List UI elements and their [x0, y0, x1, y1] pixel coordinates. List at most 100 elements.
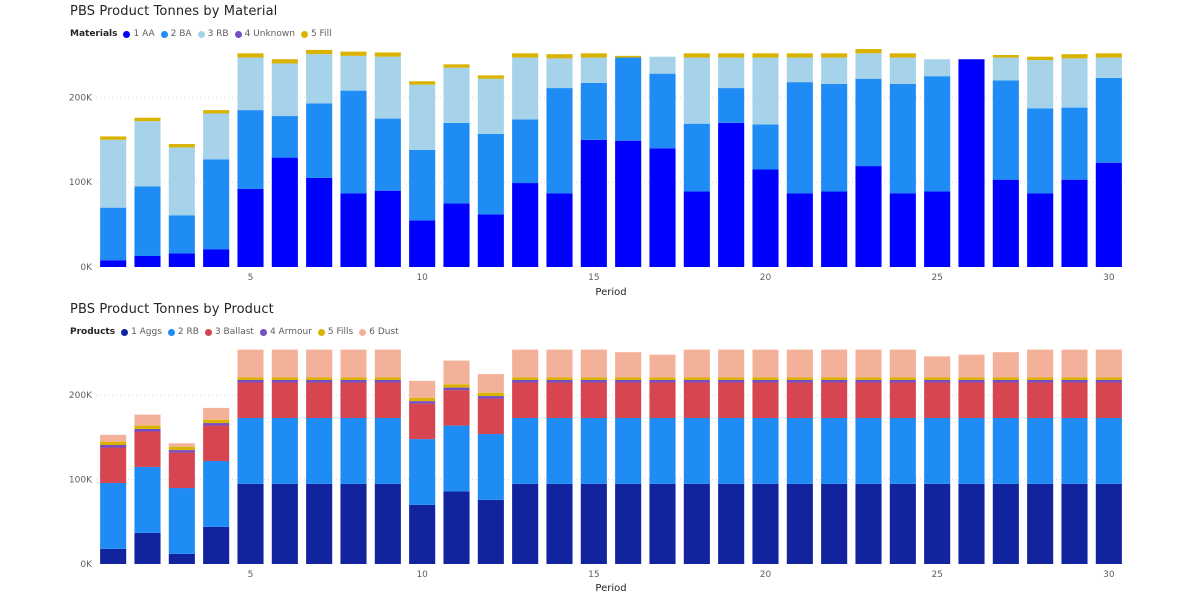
legend-item[interactable]: 3 Ballast — [204, 327, 254, 337]
bar-segment — [718, 57, 745, 89]
legend-item[interactable]: 4 Armour — [259, 327, 312, 337]
x-tick-label: 25 — [931, 273, 942, 283]
bar-segment — [100, 548, 127, 564]
bar-segment — [443, 64, 470, 68]
bar-segment — [512, 483, 539, 564]
bar-segment — [786, 377, 813, 381]
legend-item[interactable]: 6 Dust — [359, 327, 399, 337]
bar-segment — [1095, 57, 1122, 78]
bar-segment — [683, 123, 710, 192]
bar-segment — [683, 417, 710, 484]
legend-label: 4 Armour — [269, 327, 312, 337]
bar-segment — [1061, 349, 1088, 378]
bar-segment — [340, 55, 367, 91]
bar-segment — [512, 183, 539, 267]
bar-segment — [889, 380, 916, 383]
bar-segment — [821, 377, 848, 381]
bar-segment — [718, 88, 745, 123]
bar-segment — [615, 417, 642, 484]
bar-segment — [924, 380, 951, 383]
y-tick-label: 100K — [69, 476, 93, 486]
bar-segment — [374, 349, 401, 378]
bar-segment — [855, 78, 882, 167]
bar-segment — [409, 504, 436, 564]
bar-segment — [1027, 380, 1054, 383]
bar-segment — [443, 67, 470, 123]
bar-segment — [203, 419, 230, 424]
x-tick-label: 25 — [931, 570, 942, 580]
bar-segment — [443, 122, 470, 204]
x-tick-label: 5 — [248, 273, 254, 283]
bar-segment — [203, 249, 230, 267]
bar-segment — [786, 82, 813, 194]
bar-segment — [855, 483, 882, 564]
bar-segment — [409, 401, 436, 404]
legend-item[interactable]: 4 Unknown — [234, 29, 295, 39]
legend-items: 1 Aggs 2 RB 3 Ballast 4 Armour 5 Fills 6 Dust — [121, 327, 405, 337]
bar-segment — [649, 354, 676, 378]
bar-segment — [477, 396, 504, 399]
bar-segment — [271, 377, 298, 381]
legend-swatch — [197, 30, 205, 38]
bar-segment — [546, 193, 573, 267]
legend-item[interactable]: 1 AA — [123, 29, 155, 39]
bar-segment — [168, 553, 195, 564]
x-tick-label: 15 — [588, 570, 599, 580]
bar-segment — [271, 382, 298, 418]
bar-segment — [374, 118, 401, 191]
bar-segment — [168, 253, 195, 267]
bar-segment — [512, 382, 539, 418]
bar-segment — [821, 53, 848, 58]
bar-segment — [821, 83, 848, 192]
legend-item[interactable]: 3 RB — [197, 29, 229, 39]
bar-segment — [992, 55, 1019, 58]
legend-swatch — [123, 30, 131, 38]
bar-segment — [134, 255, 161, 267]
y-tick-label: 0K — [80, 560, 93, 570]
bar-segment — [580, 377, 607, 381]
legend-item[interactable]: 5 Fill — [300, 29, 332, 39]
bar-segment — [1061, 377, 1088, 381]
bar-segment — [958, 59, 985, 267]
bar-segment — [992, 80, 1019, 180]
bar-segment — [1095, 349, 1122, 378]
legend-item[interactable]: 5 Fills — [317, 327, 353, 337]
x-tick-label: 20 — [760, 570, 772, 580]
bar-segment — [649, 417, 676, 484]
bar-segment — [924, 417, 951, 484]
bar-segment — [718, 122, 745, 267]
bar-segment — [752, 57, 779, 125]
bar-plot: 0K 100K 200K 5 10 15 20 25 30 Period — [69, 349, 1126, 594]
bar-segment — [512, 53, 539, 58]
bar-segment — [134, 431, 161, 467]
bar-segment — [855, 382, 882, 418]
bar-segment — [683, 380, 710, 383]
legend-item[interactable]: 1 Aggs — [121, 327, 162, 337]
bar-segment — [786, 57, 813, 83]
y-tick-label: 0K — [80, 263, 93, 273]
bar-segment — [477, 499, 504, 564]
bar-segment — [958, 382, 985, 418]
bar-segment — [615, 140, 642, 267]
x-tick-label: 5 — [248, 570, 254, 580]
bar-segment — [546, 58, 573, 89]
bar-segment — [649, 483, 676, 564]
bar-segment — [752, 169, 779, 267]
bar-segment — [203, 423, 230, 426]
legend-label: 6 Dust — [369, 327, 399, 337]
bar-segment — [134, 428, 161, 432]
bar-segment — [374, 417, 401, 484]
legend-label: 3 Ballast — [214, 327, 254, 337]
bar-segment — [271, 157, 298, 267]
bar-segment — [409, 220, 436, 267]
bar-segment — [374, 377, 401, 381]
legend-item[interactable]: 2 BA — [160, 29, 192, 39]
legend-item[interactable]: 2 RB — [167, 327, 199, 337]
chart-title: PBS Product Tonnes by Material — [70, 4, 278, 19]
bar-segment — [752, 53, 779, 58]
bar-segment — [786, 380, 813, 383]
material-chart: PBS Product Tonnes by Material Materials… — [69, 4, 1126, 298]
bar-segment — [306, 349, 333, 378]
bar-segment — [649, 73, 676, 149]
bar-segment — [889, 83, 916, 194]
